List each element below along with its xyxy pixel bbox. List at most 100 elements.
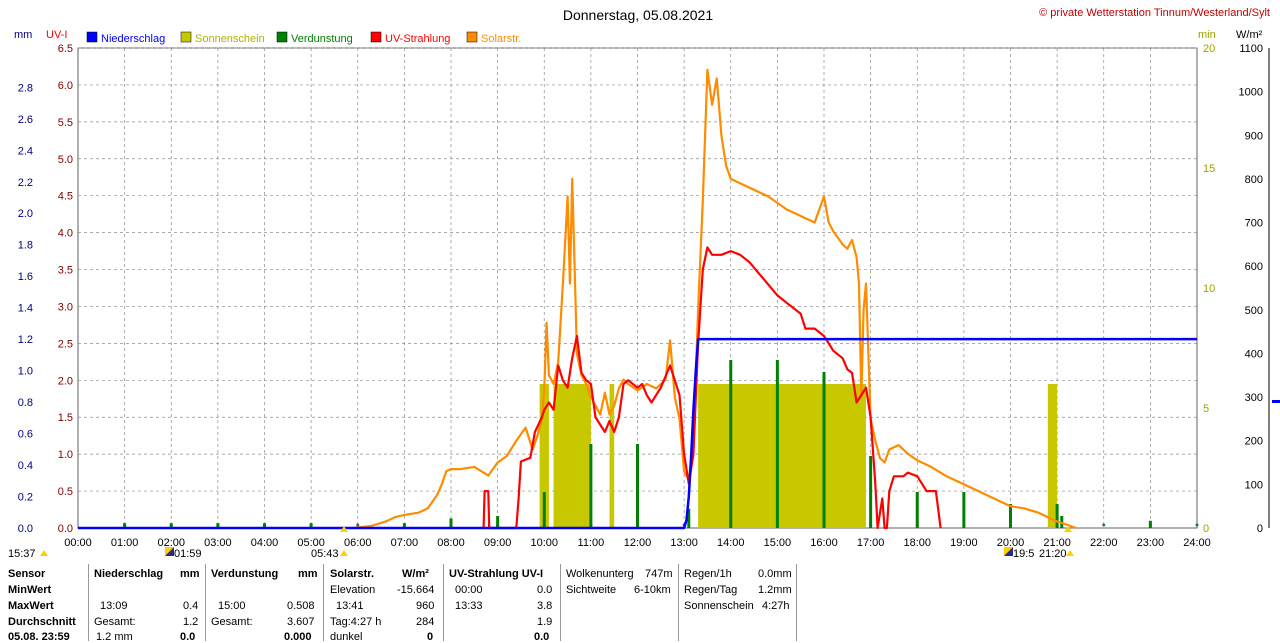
- rain-last-value: 0.0: [180, 631, 196, 643]
- uv-tick-label: 4.0: [58, 228, 73, 240]
- rain-hour-label: Regen/1h: [684, 568, 732, 580]
- line-layer: [78, 68, 1197, 530]
- evap-header: Verdunstung: [211, 568, 279, 580]
- evaporation-bar: [216, 523, 220, 528]
- evaporation-bar: [449, 518, 453, 528]
- uv-tick-label: 1.0: [58, 449, 73, 461]
- x-tick-label: 04:00: [251, 537, 279, 549]
- solar-dark-label: dunkel: [330, 631, 363, 643]
- evaporation-bar: [1009, 504, 1012, 528]
- x-tick-label: 23:00: [1137, 537, 1165, 549]
- evaporation-bar: [636, 444, 639, 528]
- right-edge-marker: [1272, 400, 1280, 403]
- time-markers: 15:37 01:59 05:43 19:5 21:20: [8, 400, 1280, 560]
- uv-tick-label: 5.0: [58, 154, 73, 166]
- mm-tick-label: 1.2: [18, 334, 33, 346]
- uv-header: UV-Strahlung UV-I: [449, 568, 544, 580]
- x-tick-label: 02:00: [157, 537, 185, 549]
- evaporation-bar: [822, 372, 826, 528]
- mm-unit-label: mm: [14, 29, 32, 41]
- x-tick-label: 11:00: [578, 537, 605, 549]
- bar-layer: [123, 360, 1152, 528]
- divider: [443, 564, 444, 641]
- uv-tick-label: 0.0: [58, 523, 73, 535]
- wm2-tick-label: 500: [1245, 305, 1263, 317]
- evap-last-value: 0.000: [284, 631, 312, 643]
- evaporation-bar: [962, 492, 966, 528]
- divider: [560, 564, 561, 641]
- sunshine-bar: [539, 384, 549, 528]
- legend-label: Niederschlag: [101, 33, 165, 45]
- uv-min-time: 00:00: [455, 584, 483, 596]
- x-tick-label: 01:00: [111, 537, 139, 549]
- x-dot: [1195, 523, 1199, 527]
- x-tick-label: 12:00: [624, 537, 652, 549]
- x-tick-label: 00:00: [64, 537, 92, 549]
- legend-swatch: [466, 31, 478, 43]
- mm-tick-label: 1.4: [18, 303, 33, 315]
- cloud-base-label: Wolkenunterg: [566, 568, 634, 580]
- solar-day-label: Tag:4:27 h: [330, 616, 382, 628]
- series-line-niederschlag: [78, 337, 1197, 530]
- sunshine-bar: [553, 384, 591, 528]
- mm-tick-label: 0.2: [18, 492, 33, 504]
- evaporation-bar: [169, 523, 173, 528]
- statistics-panel: Sensor MinWert MaxWert Durchschnitt 05.0…: [0, 562, 1280, 643]
- solar-avg-value: 284: [416, 616, 435, 628]
- sunshine-label: Sonnenschein: [684, 600, 754, 612]
- sunshine-bar: [1047, 384, 1058, 528]
- mm-tick-label: 1.8: [18, 240, 33, 252]
- mm-tick-label: 1.0: [18, 366, 33, 378]
- evaporation-bar: [123, 523, 127, 528]
- visibility-label: Sichtweite: [566, 584, 617, 596]
- marker-triangle: [40, 550, 48, 556]
- mm-tick-label: 0.6: [18, 429, 33, 441]
- evaporation-bar: [309, 523, 313, 528]
- solar-last-value: 0: [427, 631, 434, 643]
- legend-swatch: [370, 31, 382, 43]
- divider: [88, 564, 89, 641]
- divider: [796, 564, 797, 641]
- uv-tick-label: 5.5: [58, 117, 73, 129]
- rain-sum-label: Gesamt:: [94, 616, 136, 628]
- x-tick-label: 24:00: [1183, 537, 1211, 549]
- wm2-tick-label: 0: [1257, 523, 1263, 535]
- mm-tick-label: 2.8: [18, 82, 33, 94]
- evaporation-bar: [402, 523, 406, 528]
- chart-legend: Niederschlag Sonnenschein Verdunstung UV-St…: [86, 31, 521, 45]
- x-tick-label: 19:00: [950, 537, 978, 549]
- series-line-solarstr: [352, 68, 1077, 530]
- solar-header: Solarstr.: [330, 568, 375, 580]
- sunrise-icon-sun: [165, 547, 174, 556]
- uv-max-value: 3.8: [537, 600, 553, 612]
- uv-tick-label: 6.5: [58, 43, 73, 55]
- wm2-unit-label: W/m²: [1236, 29, 1263, 41]
- weather-chart: Donnerstag, 05.08.2021 © private Wetters…: [8, 7, 1280, 560]
- uv-min-value: 0.0: [537, 584, 553, 596]
- divider: [323, 564, 324, 641]
- marker-dawn: 05:43: [311, 548, 339, 560]
- rain-last-label: 1.2 mm: [96, 631, 133, 643]
- solar-max-value: 960: [416, 600, 435, 612]
- min-tick-label: 5: [1203, 403, 1209, 415]
- solar-unit: W/m²: [402, 568, 429, 580]
- x-tick-label: 13:00: [670, 537, 698, 549]
- wm2-tick-label: 200: [1245, 436, 1263, 448]
- rain-sum-value: 1.2: [183, 616, 199, 628]
- x-tick-label: 15:00: [764, 537, 792, 549]
- x-tick-label: 14:00: [717, 537, 745, 549]
- legend-swatch: [276, 31, 288, 43]
- cloud-base-value: 747m: [645, 568, 673, 580]
- min-tick-label: 10: [1203, 283, 1215, 295]
- solar-elevation-label: Elevation: [330, 584, 376, 596]
- mm-tick-label: 1.6: [18, 271, 33, 283]
- evaporation-bar: [263, 523, 266, 528]
- evaporation-bar: [1148, 520, 1152, 528]
- mm-tick-label: 0.0: [18, 523, 33, 535]
- rain-max-value: 0.4: [183, 600, 199, 612]
- visibility-value: 6-10km: [634, 584, 671, 596]
- chart-axes: 0.0 0.2 0.4 0.6 0.8 1.0 1.2 1.4 1.6 1.8 2.0 2.2 2.4 2…: [18, 43, 1270, 549]
- evaporation-bar: [687, 508, 691, 528]
- evaporation-bar: [869, 456, 873, 528]
- minwert-label: MinWert: [8, 584, 52, 596]
